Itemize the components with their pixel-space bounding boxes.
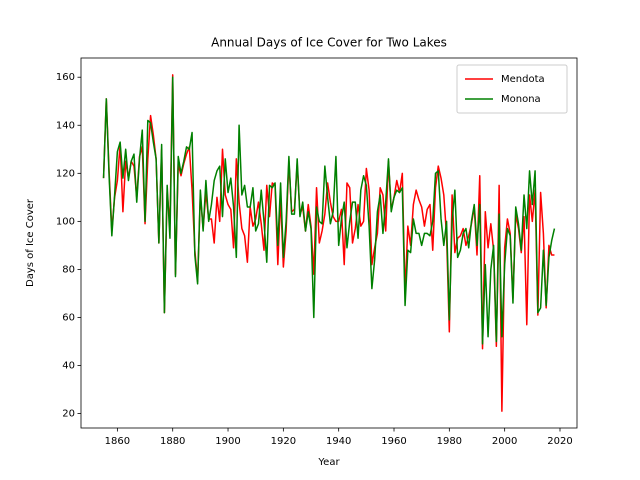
y-tick-label: 80	[62, 264, 75, 275]
y-tick-label: 160	[56, 72, 75, 83]
x-tick-label: 1960	[381, 436, 406, 447]
y-tick-label: 60	[62, 312, 75, 323]
x-tick-label: 1980	[437, 436, 462, 447]
chart-title: Annual Days of Ice Cover for Two Lakes	[211, 36, 447, 50]
x-tick-label: 1880	[160, 436, 185, 447]
x-axis-label: Year	[317, 457, 340, 468]
legend-label: Monona	[501, 94, 541, 105]
y-tick-label: 20	[62, 409, 75, 420]
x-tick-label: 1940	[326, 436, 351, 447]
x-tick-label: 2000	[492, 436, 517, 447]
x-tick-label: 1900	[215, 436, 240, 447]
legend-box	[456, 64, 568, 114]
y-tick-label: 120	[56, 168, 75, 179]
legend-label: Mendota	[501, 74, 545, 85]
x-tick-label: 1860	[105, 436, 130, 447]
x-tick-label: 1920	[271, 436, 296, 447]
y-tick-label: 100	[56, 216, 75, 227]
x-tick-label: 2020	[547, 436, 572, 447]
data-line	[102, 76, 556, 345]
plot-frame	[80, 57, 578, 429]
y-tick-label: 40	[62, 361, 75, 372]
y-tick-label: 140	[56, 120, 75, 131]
y-axis-label: Days of Ice Cover	[25, 198, 36, 287]
